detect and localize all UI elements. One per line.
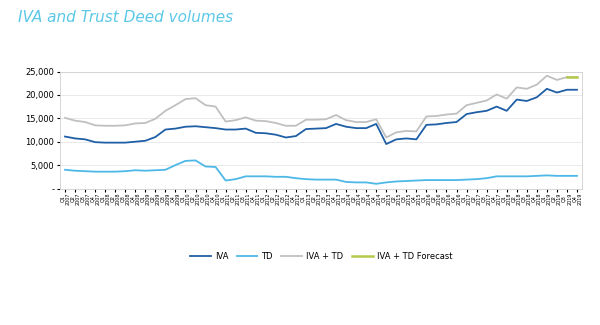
IVA + TD — [383, 136, 390, 139]
IVA — [302, 127, 310, 131]
IVA — [373, 122, 380, 126]
IVA + TD — [574, 75, 581, 79]
IVA — [543, 87, 550, 91]
Line: IVA + TD: IVA + TD — [65, 76, 577, 137]
IVA + TD — [332, 113, 340, 117]
TD — [192, 159, 199, 162]
IVA + TD — [373, 117, 380, 121]
TD — [413, 179, 420, 183]
IVA — [403, 136, 410, 140]
IVA — [574, 88, 581, 92]
IVA — [101, 141, 109, 145]
IVA + TD Forecast — [574, 75, 581, 79]
Line: IVA: IVA — [65, 89, 577, 144]
IVA + TD — [101, 124, 109, 128]
IVA + TD — [61, 116, 68, 120]
IVA — [332, 122, 340, 126]
Line: TD: TD — [65, 161, 577, 184]
IVA + TD — [403, 129, 410, 133]
TD — [101, 170, 109, 174]
TD — [343, 180, 350, 184]
IVA + TD Forecast — [563, 75, 571, 79]
TD — [392, 179, 400, 183]
TD — [574, 174, 581, 178]
IVA — [61, 135, 68, 138]
Legend: IVA, TD, IVA + TD, IVA + TD Forecast: IVA, TD, IVA + TD, IVA + TD Forecast — [187, 248, 455, 264]
IVA + TD — [543, 74, 550, 78]
TD — [373, 182, 380, 186]
TD — [313, 178, 320, 182]
IVA — [242, 127, 250, 131]
IVA — [383, 142, 390, 146]
IVA + TD — [242, 115, 250, 119]
TD — [252, 175, 259, 178]
IVA + TD — [302, 118, 310, 122]
Text: IVA and Trust Deed volumes: IVA and Trust Deed volumes — [18, 10, 233, 25]
TD — [61, 168, 68, 172]
